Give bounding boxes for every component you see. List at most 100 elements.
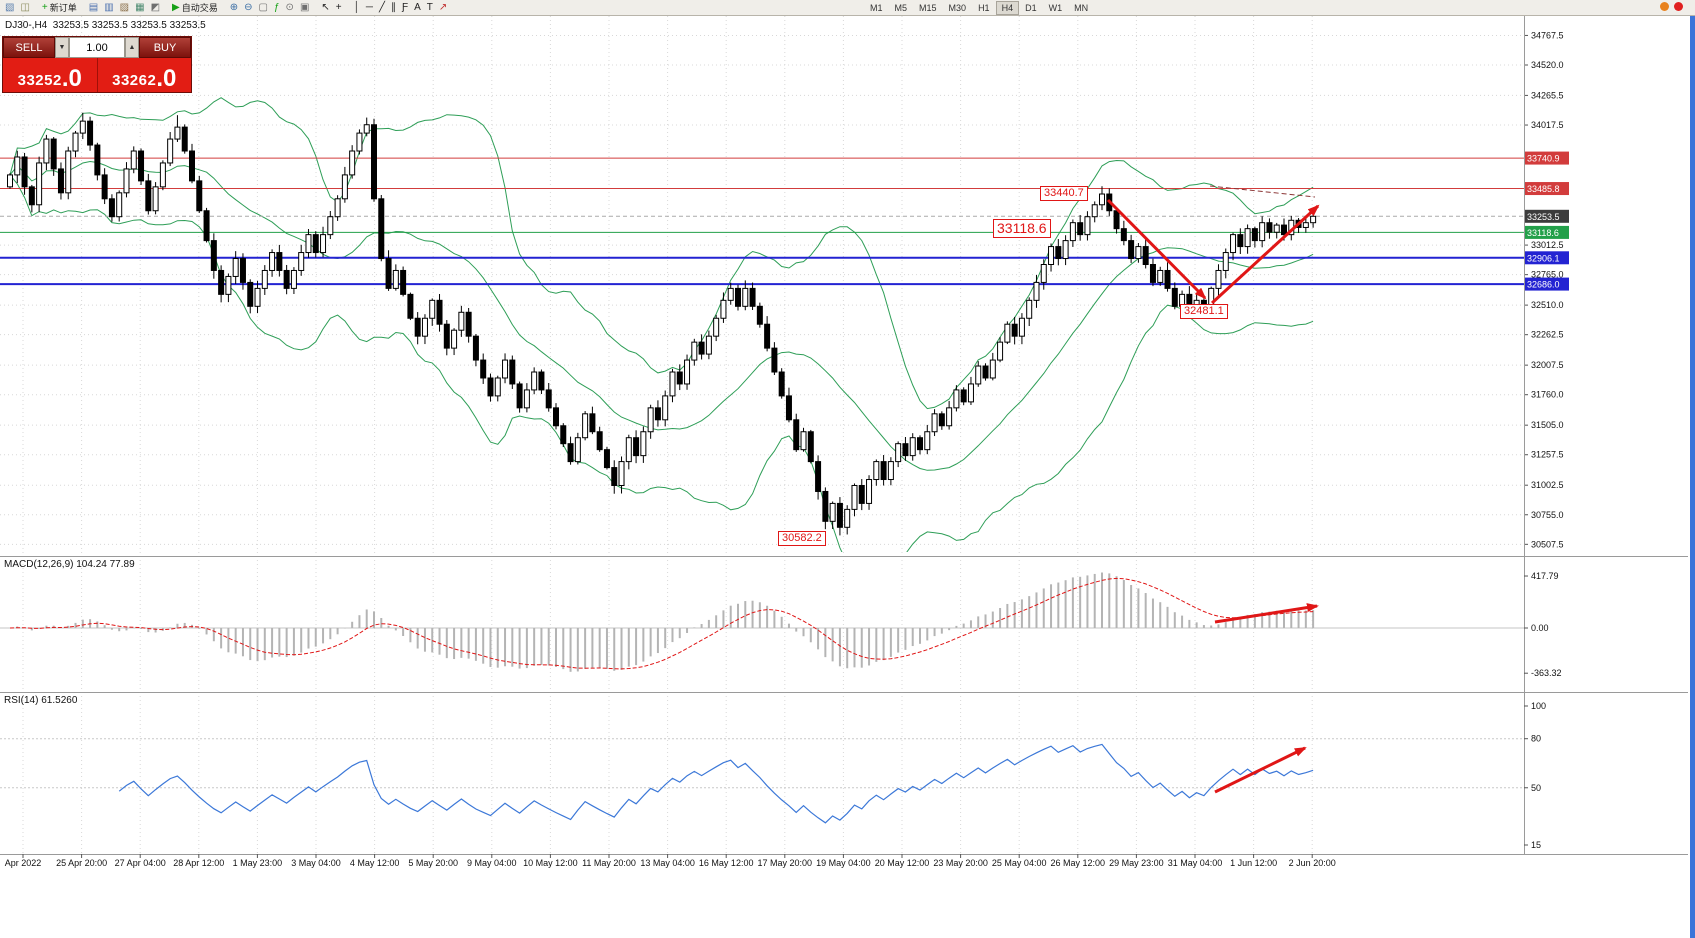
rsi-panel [0,738,1524,824]
bollinger-bands [9,97,1314,552]
svg-text:4 May 12:00: 4 May 12:00 [350,858,400,868]
annotation-32481[interactable]: 32481.1 [1180,304,1228,319]
price-down-arrow[interactable] [1106,198,1207,300]
svg-text:11 May 20:00: 11 May 20:00 [582,858,636,868]
vertical-line-button[interactable]: │ [351,1,363,15]
profiles-button[interactable]: ◫ [17,1,32,15]
volume-up-button[interactable]: ▲ [125,37,139,58]
market-watch-button[interactable]: ▤ [86,1,101,15]
svg-text:32765.0: 32765.0 [1531,270,1564,280]
navigator-icon: ▨ [119,1,130,13]
svg-text:17 May 20:00: 17 May 20:00 [758,858,813,868]
terminal-icon: ▦ [135,1,145,13]
alert-badge[interactable] [1660,2,1669,11]
template-button[interactable]: ▣ [297,1,312,15]
label-icon: T [426,1,433,13]
text-button[interactable]: A [411,1,424,15]
macd-label: MACD(12,26,9) 104.24 77.89 [4,559,135,570]
svg-text:31257.5: 31257.5 [1531,450,1564,460]
buy-price[interactable]: 33262.0 [98,58,192,92]
candles-layer [7,112,1317,536]
horizontal-line-button[interactable]: ─ [363,1,376,15]
record-badge[interactable] [1674,2,1683,11]
svg-text:32262.5: 32262.5 [1531,330,1564,340]
macd-arrow[interactable] [1214,603,1319,624]
data-window-icon: ▥ [104,1,114,13]
svg-text:31505.0: 31505.0 [1531,420,1564,430]
channel-icon: ∥ [391,1,396,13]
svg-text:23 May 20:00: 23 May 20:00 [933,858,988,868]
arrows-button[interactable]: ↗ [436,1,450,15]
volume-down-button[interactable]: ▼ [55,37,69,58]
svg-text:32906.1: 32906.1 [1527,253,1560,263]
svg-text:33012.5: 33012.5 [1531,240,1564,250]
svg-text:1 May 23:00: 1 May 23:00 [233,858,283,868]
zoom-in-button[interactable]: ⊕ [227,1,241,15]
bb-upper [9,97,1314,410]
trendline[interactable] [1209,185,1316,198]
svg-text:27 Apr 04:00: 27 Apr 04:00 [115,858,166,868]
svg-text:50: 50 [1531,783,1541,793]
svg-text:15: 15 [1531,840,1541,850]
timeframe-h4[interactable]: H4 [995,1,1020,15]
timeframe-d1[interactable]: D1 [1025,3,1037,13]
channel-button[interactable]: ∥ [388,1,399,15]
timeframe-buttons: M1 M5 M15 M30 H1 H4 D1 W1 MN [864,1,1094,15]
annotation-33440[interactable]: 33440.7 [1040,186,1088,201]
new-chart-button[interactable]: ▧ [2,1,17,15]
new-order-button-label: 新订单 [49,3,77,13]
svg-text:9 May 04:00: 9 May 04:00 [467,858,517,868]
svg-text:31 May 04:00: 31 May 04:00 [1168,858,1223,868]
buy-button[interactable]: BUY [139,37,191,58]
indicators-icon: ƒ [273,1,280,13]
svg-text:3 May 04:00: 3 May 04:00 [291,858,341,868]
period-button[interactable]: ⊙ [283,1,297,15]
annotation-30582[interactable]: 30582.2 [778,531,826,546]
timeframe-m30[interactable]: M30 [948,3,967,13]
symbol-header: DJ30-,H4 33253.5 33253.5 33253.5 33253.5 [5,20,206,31]
crosshair-button[interactable]: + [333,1,345,15]
strategy-tester-icon: ◩ [150,1,161,13]
svg-text:32686.0: 32686.0 [1527,280,1560,290]
tile-windows-button[interactable]: ▢ [256,1,271,15]
strategy-tester-button[interactable]: ◩ [148,1,163,15]
timeframe-h1[interactable]: H1 [978,3,990,13]
timeframe-m15[interactable]: M15 [919,3,937,13]
new-chart-icon: ▧ [5,1,15,13]
sell-price[interactable]: 33252.0 [3,58,97,92]
price-up-arrow[interactable] [1210,204,1320,305]
new-order-button[interactable]: + 新订单 [39,1,80,15]
svg-text:33118.6: 33118.6 [1527,228,1559,238]
indicators-button[interactable]: ƒ [271,1,283,15]
toolbar-right [1660,2,1683,11]
timeframe-mn[interactable]: MN [1074,3,1089,13]
label-button[interactable]: T [424,1,436,15]
sell-button[interactable]: SELL [3,37,55,58]
svg-text:417.79: 417.79 [1531,571,1559,581]
data-window-button[interactable]: ▥ [101,1,116,15]
terminal-button[interactable]: ▦ [132,1,147,15]
fibonacci-button[interactable]: Ƒ [399,1,411,15]
zoom-out-button[interactable]: ⊖ [241,1,255,15]
macd-panel [0,572,1524,672]
market-watch-icon: ▤ [88,1,99,13]
autotrading-button[interactable]: ▶ 自动交易 [169,1,221,15]
horizontal-line-icon: ─ [365,1,373,13]
profiles-icon: ◫ [20,1,30,13]
annotation-33118[interactable]: 33118.6 [993,219,1051,238]
rsi-line [118,743,1314,824]
new-order-icon: + [41,1,48,13]
svg-text:33740.9: 33740.9 [1527,154,1560,164]
annotations-layer[interactable] [1106,185,1320,794]
timeframe-m1[interactable]: M1 [870,3,883,13]
vertical-scrollbar[interactable] [1690,16,1695,938]
cursor-button[interactable]: ↖ [318,1,332,15]
price-levels[interactable] [0,157,1524,286]
volume-input[interactable]: 1.00 [69,37,125,58]
timeframe-m5[interactable]: M5 [894,3,908,13]
trendline-button[interactable]: ╱ [376,1,388,15]
rsi-arrow[interactable] [1214,746,1307,794]
navigator-button[interactable]: ▨ [117,1,132,15]
timeframe-w1[interactable]: W1 [1048,3,1063,13]
